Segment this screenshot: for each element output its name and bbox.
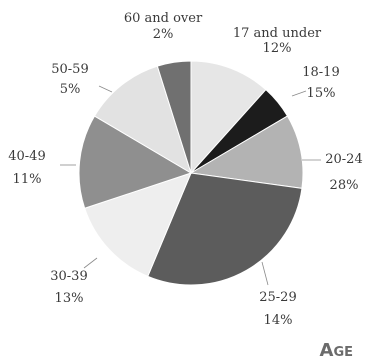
leader-line (261, 261, 269, 286)
slice-value-label: 28% (330, 178, 359, 193)
slice-value-label: 14% (264, 313, 293, 328)
pie-slice-20-24 (189, 115, 304, 189)
slice-category-label: 30-39 (50, 269, 87, 284)
leader-line (98, 85, 113, 93)
leader-line (83, 257, 98, 269)
slice-value-label: 13% (55, 291, 84, 306)
pie-slices (78, 60, 304, 286)
chart-title: AGE (320, 340, 354, 361)
slice-value-label: 15% (307, 86, 336, 101)
pie-slice-25-29 (147, 172, 303, 286)
slice-category-label: 17 and under (233, 26, 322, 41)
slice-value-label: 12% (263, 41, 292, 56)
slice-category-label: 20-24 (325, 152, 362, 167)
pie-slice-60-and-over (156, 60, 192, 174)
leader-lines (60, 85, 321, 286)
pie-slice-50-59 (93, 65, 192, 175)
slice-value-label: 11% (13, 172, 42, 187)
slice-category-label: 18-19 (302, 65, 339, 80)
slice-category-label: 25-29 (259, 290, 296, 305)
slice-category-label: 40-49 (8, 149, 45, 164)
leader-line (291, 90, 307, 97)
pie-slice-40-49 (78, 115, 193, 209)
slice-category-label: 60 and over (124, 11, 203, 26)
slice-category-label: 50-59 (51, 62, 88, 77)
pie-slice-17-and-under (190, 60, 267, 175)
pie-slice-30-39 (84, 172, 192, 277)
slice-value-label: 5% (60, 82, 81, 97)
slice-value-label: 2% (153, 27, 174, 42)
